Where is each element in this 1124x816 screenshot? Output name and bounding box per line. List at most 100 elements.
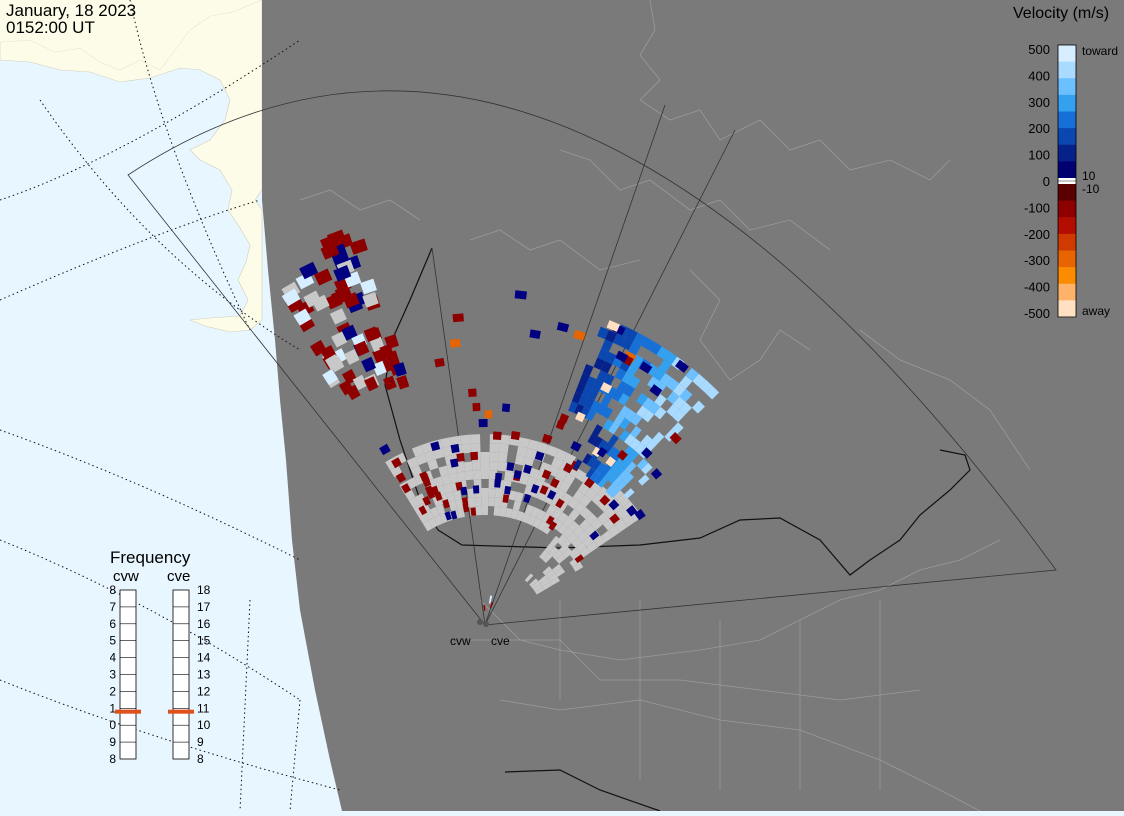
echo-cell [510, 509, 519, 520]
frequency-scale-label: 9 [197, 735, 204, 749]
echo-cell [372, 360, 387, 376]
colorbar-away-label: away [1082, 304, 1110, 318]
echo-cell [624, 409, 637, 422]
echo-cell [557, 523, 569, 535]
echo-cell [383, 375, 397, 391]
frequency-scale-label: 15 [197, 634, 211, 648]
echo-cell [544, 542, 555, 554]
echo-cell [529, 578, 539, 587]
echo-cell [626, 363, 639, 376]
echo-cell [619, 417, 631, 430]
echo-cell [666, 378, 680, 392]
echo-cell [532, 517, 542, 529]
echo-cell [654, 394, 667, 407]
echo-cell [605, 385, 617, 399]
echo-cell [600, 394, 612, 407]
echo-cell [508, 490, 517, 501]
echo-cell [433, 515, 443, 526]
colorbar-tick-label: -300 [1024, 253, 1050, 268]
echo-cell [421, 441, 434, 454]
frequency-scale-label: 9 [110, 735, 116, 749]
frequency-scale-label: 10 [197, 718, 211, 732]
echo-cell [582, 536, 594, 548]
colorbar-swatch [1058, 200, 1076, 218]
echo-cell [545, 444, 559, 457]
colorbar-tick-label: 100 [1028, 148, 1050, 163]
echo-cell [608, 499, 620, 511]
echo-cell [483, 605, 486, 612]
echo-cell [584, 524, 597, 537]
echo-cell [497, 452, 508, 463]
echo-cell [611, 389, 624, 402]
frequency-scale-label: 13 [197, 668, 211, 682]
echo-cell [329, 308, 347, 325]
echo-cell [610, 461, 622, 473]
echo-cell [535, 586, 545, 595]
echo-cell [666, 391, 680, 405]
frequency-title: Frequency [110, 548, 191, 567]
colorbar-tick-label: -500 [1024, 306, 1050, 321]
echo-cell [620, 337, 634, 351]
echo-cell [554, 567, 566, 577]
echo-cell [433, 448, 445, 460]
echo-cell [428, 517, 438, 529]
echo-cell [448, 472, 459, 484]
echo-cell [577, 530, 590, 542]
echo-cell [453, 490, 462, 501]
frequency-scale-label: 14 [110, 651, 116, 665]
echo-cell [624, 433, 636, 446]
echo-cell [642, 397, 655, 410]
echo-cell [622, 472, 635, 485]
echo-cell [623, 488, 635, 499]
echo-cell [281, 288, 301, 307]
echo-cell [615, 350, 629, 363]
echo-cell [589, 470, 600, 482]
echo-cell [590, 518, 603, 531]
echo-cell [352, 374, 368, 391]
frequency-scale-label: 11 [110, 701, 116, 715]
echo-cell [605, 330, 618, 343]
echo-cell [541, 469, 552, 480]
echo-cell [495, 488, 503, 499]
echo-cell [642, 409, 655, 423]
colorbar-pos-threshold: 10 [1082, 169, 1096, 183]
echo-cell [562, 462, 574, 474]
echo-cell [450, 435, 462, 447]
echo-cell [514, 491, 524, 503]
echo-cell [597, 499, 611, 513]
echo-cell [692, 373, 706, 388]
echo-cell [504, 471, 514, 482]
colorbar-tick-label: 300 [1028, 95, 1050, 110]
echo-cell [705, 386, 720, 400]
echo-cell [422, 520, 433, 532]
echo-cell [456, 471, 466, 482]
echo-cell [600, 360, 613, 374]
echo-cell [536, 509, 547, 521]
echo-cell [420, 473, 430, 484]
echo-cell [556, 500, 568, 513]
echo-cell [629, 437, 641, 450]
echo-cell [597, 476, 609, 488]
echo-cell [672, 409, 685, 423]
echo-cell [603, 505, 617, 519]
echo-cell [489, 461, 498, 471]
echo-cell [436, 504, 446, 516]
colorbar-swatch [1058, 78, 1076, 96]
echo-cell [406, 476, 419, 489]
echo-cell [572, 459, 583, 471]
echo-cell [516, 510, 525, 522]
frequency-scale-label: 17 [110, 600, 116, 614]
echo-cell [659, 372, 673, 387]
echo-cell [488, 595, 493, 604]
echo-cell [506, 462, 515, 472]
echo-cell [545, 515, 555, 526]
echo-cell [393, 362, 407, 377]
echo-cell [597, 486, 611, 500]
echo-cell [449, 338, 461, 348]
echo-cell [558, 480, 571, 493]
echo-cell [666, 404, 680, 417]
echo-cell [590, 400, 601, 413]
echo-cell [418, 505, 428, 516]
echo-cell [622, 514, 635, 528]
echo-cell [478, 419, 488, 428]
